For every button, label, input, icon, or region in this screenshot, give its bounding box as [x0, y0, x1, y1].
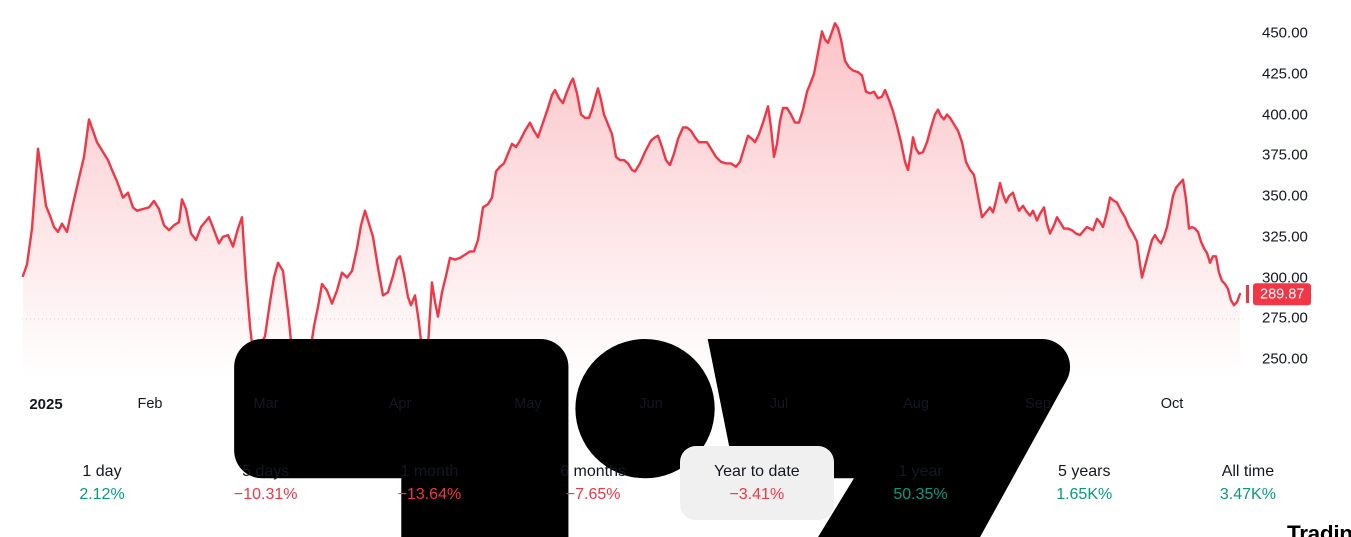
range-button-year-to-date[interactable]: Year to date −3.41%: [679, 446, 834, 520]
time-axis-label-2025: 2025: [29, 396, 63, 413]
range-button-5-days[interactable]: 5 days −10.31%: [189, 446, 343, 520]
time-axis-label-mar: Mar: [253, 396, 279, 412]
last-price-tick: [1246, 285, 1249, 303]
range-change: 1.65K%: [1056, 485, 1113, 503]
range-button-6-months[interactable]: 6 months −7.65%: [516, 446, 670, 520]
price-axis-label: 325.00: [1262, 228, 1308, 246]
price-chart-svg: [21, 22, 1246, 390]
tradingview-logo[interactable]: TradingView: [27, 339, 1351, 537]
range-label: 5 years: [1057, 462, 1111, 480]
range-button-1-month[interactable]: 1 month −13.64%: [352, 446, 506, 520]
range-label: All time: [1221, 462, 1275, 480]
time-axis-label-jul: Jul: [769, 396, 789, 412]
range-button-all-time[interactable]: All time 3.47K%: [1171, 446, 1325, 520]
time-axis-label-jun: Jun: [639, 396, 663, 412]
time-axis-label-oct: Oct: [1160, 396, 1184, 412]
range-label: 1 month: [400, 462, 459, 480]
time-axis-label-aug: Aug: [903, 396, 929, 412]
range-change: −7.65%: [565, 485, 621, 503]
price-axis-label: 375.00: [1262, 146, 1308, 164]
range-change: 50.35%: [893, 485, 948, 503]
range-label: 1 year: [898, 462, 943, 480]
price-axis-label: 350.00: [1262, 187, 1308, 205]
range-label: Year to date: [713, 462, 800, 480]
price-axis-label: 300.00: [1262, 269, 1308, 286]
price-area-fill: [23, 23, 1240, 390]
price-axis-label: 450.00: [1262, 24, 1308, 42]
range-change: −3.41%: [729, 485, 785, 503]
range-change: 2.12%: [79, 485, 125, 503]
range-label: 5 days: [242, 462, 290, 480]
last-price-badge: 289.87: [1253, 283, 1312, 305]
time-axis[interactable]: 2025 Feb Mar Apr May Jun Jul Aug Sep Oct: [0, 392, 1351, 418]
tradingview-logo-icon: [234, 339, 1071, 537]
range-button-1-year[interactable]: 1 year 50.35%: [844, 446, 998, 520]
price-line: [21, 22, 1242, 380]
price-axis-label: 250.00: [1262, 350, 1308, 368]
price-axis-label: 425.00: [1262, 65, 1308, 83]
tradingview-logo-text: TradingView: [1287, 521, 1351, 537]
price-axis-label: 400.00: [1262, 106, 1308, 123]
time-axis-label-apr: Apr: [388, 396, 412, 412]
range-change: −13.64%: [397, 485, 462, 503]
range-button-5-years[interactable]: 5 years 1.65K%: [1007, 446, 1161, 520]
range-change: −10.31%: [233, 485, 298, 503]
time-axis-label-may: May: [514, 396, 542, 412]
price-axis-label: 275.00: [1262, 309, 1308, 327]
range-label: 6 months: [560, 462, 627, 480]
range-button-1-day[interactable]: 1 day 2.12%: [25, 446, 179, 520]
range-label: 1 day: [82, 462, 122, 480]
price-axis[interactable]: 289.87 450.00 425.00 400.00 375.00 350.00 325…: [1246, 0, 1351, 390]
range-selector: 1 day 2.12% 5 days −10.31% 1 month −13.64% 6 m…: [25, 446, 1325, 520]
time-axis-label-feb: Feb: [137, 396, 163, 412]
time-axis-label-sep: Sep: [1025, 396, 1051, 412]
range-change: 3.47K%: [1219, 485, 1276, 503]
